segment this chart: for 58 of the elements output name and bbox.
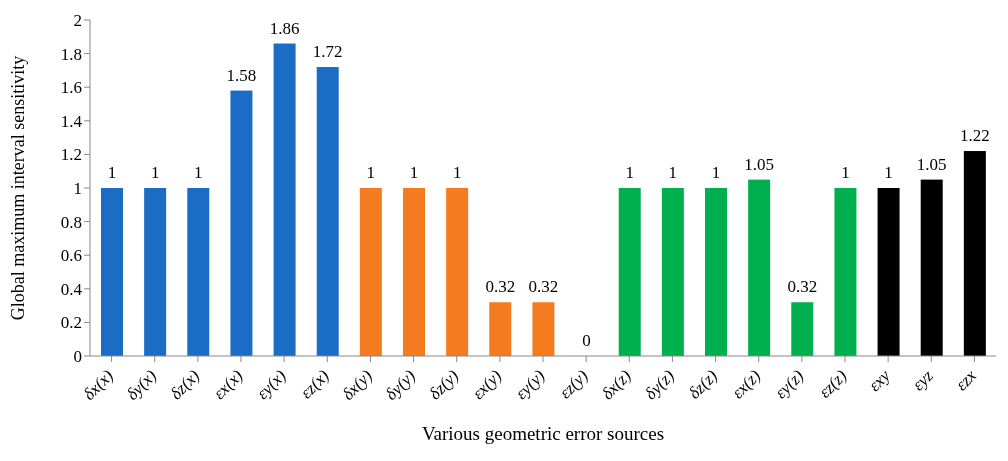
bar (834, 188, 857, 356)
data-label: 1 (150, 163, 160, 182)
data-label: 1 (884, 163, 893, 182)
data-label: 1 (711, 163, 721, 182)
y-tick-label: 0.8 (60, 212, 82, 232)
bar (144, 188, 167, 356)
bar (101, 188, 123, 356)
y-tick-label: 1 (73, 179, 82, 199)
bar (920, 179, 943, 356)
y-tick-label: 0.2 (60, 313, 82, 333)
data-label: 1.86 (269, 18, 300, 38)
bar (705, 188, 727, 356)
data-label: 1.22 (959, 126, 990, 146)
y-tick-label: 1.4 (60, 111, 83, 131)
bar (446, 188, 469, 356)
y-tick-label: 1.8 (60, 44, 82, 64)
data-label: 1.05 (916, 154, 947, 174)
y-tick-label: 0.6 (60, 246, 82, 266)
bar (489, 302, 512, 356)
data-label: 1 (194, 163, 203, 182)
data-label: 1 (452, 163, 462, 182)
data-label: 1 (625, 163, 634, 182)
y-tick-label: 1.6 (60, 78, 82, 98)
y-axis-title: Global maximum interval sensitivity (8, 55, 29, 321)
bar (791, 302, 814, 356)
y-tick-label: 0 (73, 347, 82, 367)
data-label: 1.58 (226, 65, 257, 85)
data-label: 1.72 (312, 42, 343, 62)
data-label: 0.32 (787, 277, 818, 297)
y-tick-label: 2 (73, 11, 82, 31)
bar (316, 67, 339, 356)
x-tick-label: εzx (951, 365, 981, 395)
data-label: 0.32 (528, 277, 559, 297)
data-label: 1.05 (744, 154, 775, 174)
bar (963, 151, 986, 356)
x-tick-label: εz(z) (815, 365, 851, 402)
bar (618, 188, 641, 356)
y-tick-label: 0.4 (60, 279, 83, 299)
bar (532, 302, 555, 356)
bar (403, 188, 425, 356)
x-tick-label: εyz (908, 365, 938, 395)
x-tick-label: εxy (864, 365, 895, 395)
x-axis-title: Various geometric error sources (421, 423, 665, 444)
data-label: 1 (668, 163, 678, 182)
bar (359, 188, 382, 356)
bar (187, 188, 210, 356)
bar (748, 179, 771, 356)
data-label: 1 (409, 163, 419, 182)
data-label: 0.32 (485, 277, 516, 297)
bar (661, 188, 684, 356)
data-label: 1 (366, 163, 376, 182)
bar (230, 90, 253, 356)
bar (273, 43, 296, 356)
data-label: 1 (841, 163, 850, 182)
bar (877, 188, 900, 356)
data-label: 1 (107, 163, 117, 182)
data-label: 0 (582, 331, 591, 350)
y-tick-label: 1.2 (60, 145, 82, 165)
